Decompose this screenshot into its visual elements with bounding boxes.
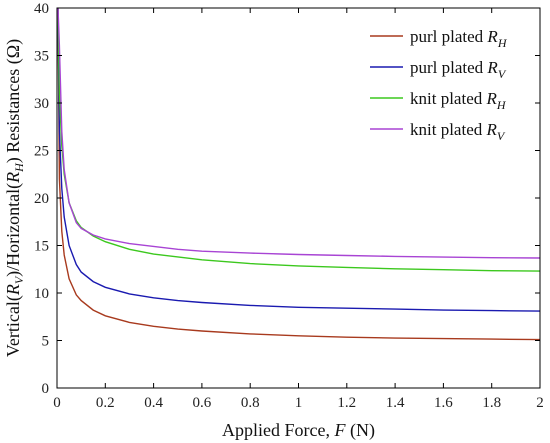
- y-tick-label: 30: [34, 96, 49, 112]
- series-line-knit-plated-rv: [57, 7, 541, 259]
- series-layer: [57, 7, 541, 341]
- x-tick-label: 0.4: [144, 395, 163, 411]
- x-tick-label: 1.6: [434, 395, 453, 411]
- series-line-knit-plated-rh: [57, 7, 541, 272]
- series-line-purl-plated-rv: [57, 7, 541, 312]
- y-tick-label: 20: [34, 191, 49, 207]
- x-tick-label: 0.8: [241, 395, 260, 411]
- legend-label-purl-plated-rh: purl plated RH: [410, 27, 508, 50]
- legend-label-knit-plated-rv: knit plated RV: [410, 120, 506, 143]
- series-line-purl-plated-rh: [57, 7, 541, 341]
- y-tick-label: 40: [34, 1, 49, 17]
- x-axis-title: Applied Force, F (N): [222, 420, 375, 441]
- legend-label-purl-plated-rv: purl plated RV: [410, 58, 507, 81]
- ticks-layer: 0 0.2 0.4 0.6 0.8 1 1.2 1.4 1.6 1.8 20510152025303…: [34, 1, 544, 411]
- y-tick-label: 35: [34, 49, 49, 65]
- y-tick-label: 0: [42, 381, 50, 397]
- x-tick-label: 0.2: [96, 395, 115, 411]
- y-tick-label: 25: [34, 144, 49, 160]
- x-tick-label: 1.2: [337, 395, 356, 411]
- y-tick-label: 5: [42, 334, 50, 350]
- x-tick-label: 0: [53, 395, 61, 411]
- y-tick-label: 15: [34, 239, 49, 255]
- x-tick-label: 1.4: [386, 395, 405, 411]
- x-tick-label: 2: [536, 395, 544, 411]
- x-tick-label: 0.6: [193, 395, 212, 411]
- y-axis-title: Vertical(RV)/Horizontal(RH) Resistances …: [3, 39, 26, 357]
- x-tick-label: 1.8: [482, 395, 501, 411]
- y-tick-label: 10: [34, 286, 49, 302]
- legend-label-knit-plated-rh: knit plated RH: [410, 89, 507, 112]
- legend: purl plated RH purl plated RV knit plated …: [370, 27, 508, 143]
- x-tick-label: 1: [295, 395, 303, 411]
